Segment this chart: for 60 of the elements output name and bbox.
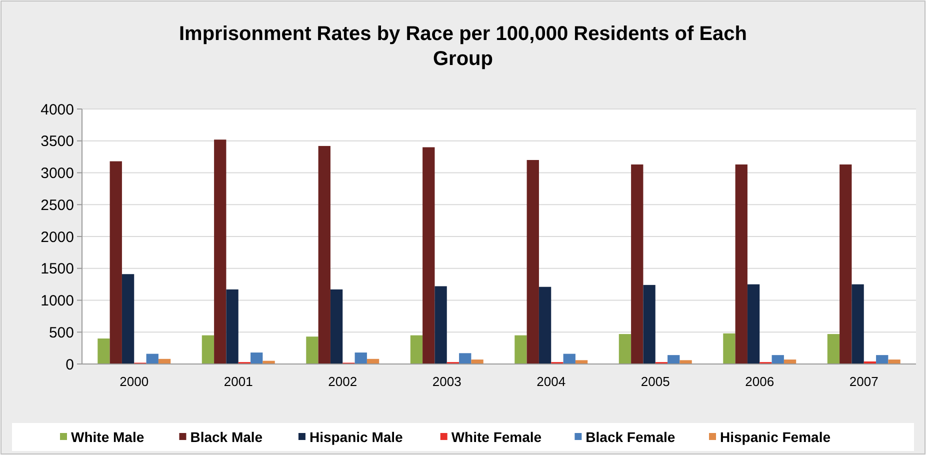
bar [538, 286, 552, 364]
y-tick-label: 2500 [40, 196, 74, 214]
bar [888, 360, 900, 364]
bar [214, 140, 226, 364]
y-tick-label: 500 [48, 324, 74, 342]
x-tick-label: 2005 [640, 374, 670, 389]
y-tick-label: 3000 [40, 165, 74, 182]
legend-label: Black Male [190, 428, 263, 445]
y-tick-label: 4000 [40, 101, 74, 118]
bar [723, 333, 736, 364]
y-tick-label: 3500 [40, 133, 74, 150]
bar [98, 338, 110, 364]
bar [434, 286, 447, 364]
bar [668, 355, 680, 364]
bar [852, 284, 864, 364]
bar [747, 284, 760, 364]
y-tick-label: 1500 [40, 260, 74, 278]
bar [250, 352, 263, 364]
y-tick-label: 0 [66, 356, 74, 374]
x-tick-label: 2002 [328, 374, 358, 389]
y-tick-label: 2000 [40, 228, 74, 246]
x-tick-label: 2007 [849, 374, 878, 389]
legend-label: Hispanic Male [309, 428, 404, 445]
bar [680, 360, 692, 364]
x-tick-label: 2003 [432, 374, 462, 389]
bar [146, 354, 158, 364]
bar [330, 289, 343, 364]
legend-label: White Male [71, 428, 144, 445]
bar [827, 334, 840, 364]
bar [618, 334, 632, 364]
bar [354, 352, 367, 364]
legend-label: Hispanic Female [720, 428, 831, 445]
x-tick-label: 2001 [224, 374, 253, 389]
bar [471, 360, 484, 364]
y-tick-label: 1000 [40, 292, 74, 310]
bar [840, 164, 852, 364]
bar [631, 164, 644, 364]
chart-title: Imprisonment Rates by Race per 100,000 Residents of Each Group [179, 23, 747, 70]
bar [772, 355, 784, 364]
x-tick-label: 2000 [120, 374, 149, 389]
x-tick-label: 2004 [536, 374, 566, 389]
bar [643, 284, 656, 364]
bar [422, 147, 435, 364]
bar [876, 355, 888, 364]
bar [226, 289, 238, 364]
x-tick-label: 2006 [745, 374, 774, 389]
legend-label: Black Female [586, 428, 676, 445]
bar [526, 160, 539, 364]
bar [202, 335, 214, 364]
bar [514, 335, 527, 364]
bar [410, 335, 423, 364]
bar [318, 146, 330, 364]
bar [306, 336, 318, 364]
bar [735, 164, 748, 364]
bar [110, 161, 122, 364]
bar [459, 353, 472, 364]
legend-label: White Female [451, 428, 542, 445]
bar [575, 360, 588, 364]
bar [563, 354, 576, 364]
bar [122, 274, 134, 364]
